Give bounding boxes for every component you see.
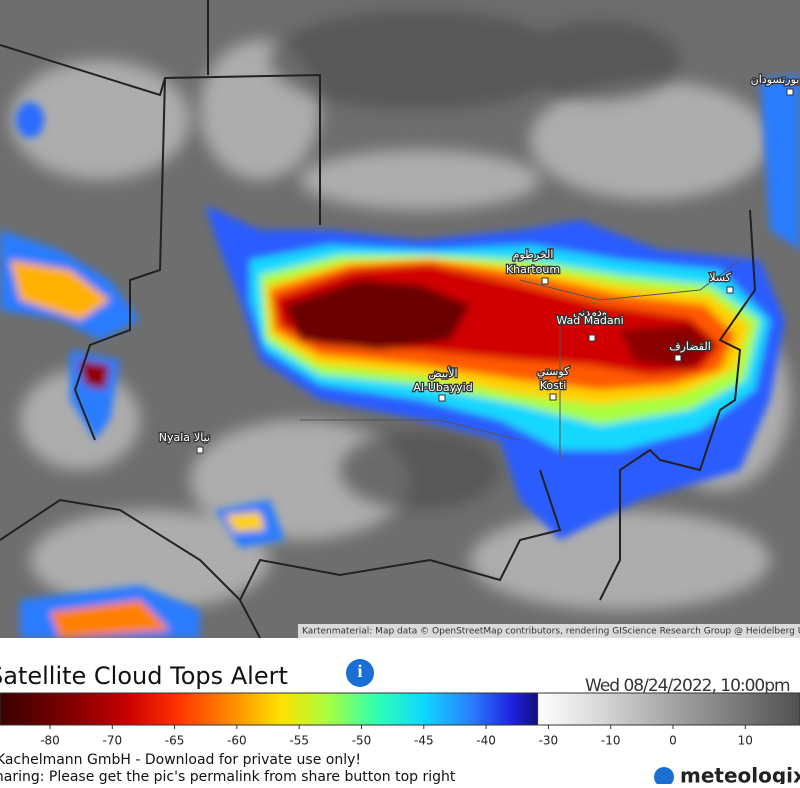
city-label-local: الخرطوم <box>513 248 554 261</box>
city-label-local: كسلا <box>709 271 731 284</box>
footer-sharing: Sharing: Please get the pic's permalink … <box>0 769 456 784</box>
city-label: Kosti <box>540 379 567 392</box>
borders <box>0 0 757 639</box>
tick-label: 10 <box>738 734 753 748</box>
tick-label: -60 <box>227 734 247 748</box>
city-label-local: نيالا <box>194 431 210 444</box>
tick-label: -55 <box>289 734 309 748</box>
city-marker <box>786 88 794 96</box>
info-button[interactable] <box>346 659 374 687</box>
timestamp: Wed 08/24/2022, 10:00pm <box>585 676 790 696</box>
city-marker <box>196 446 204 454</box>
tick-label: -70 <box>102 734 122 748</box>
city-label-local: الأبيض <box>428 366 457 380</box>
city-label-local: ودمدني <box>573 306 607 319</box>
city-label-local: القضارف <box>669 340 711 353</box>
tick-label: -65 <box>165 734 185 748</box>
tick-label: -40 <box>476 734 496 748</box>
city-marker <box>438 394 446 402</box>
satellite-map: Kartenmaterial: Map data © OpenStreetMap… <box>0 0 800 639</box>
tick-label: -80 <box>40 734 60 748</box>
color-bar <box>0 692 800 726</box>
tick-label: -45 <box>414 734 434 748</box>
city-label: Nyala <box>159 431 190 444</box>
tick-label: 0 <box>669 734 677 748</box>
footer-notice: Kachelmann GmbH - Download for private u… <box>0 752 361 768</box>
city-marker <box>549 393 557 401</box>
city-marker <box>588 334 596 342</box>
tick-label: -50 <box>352 734 372 748</box>
city-label-local: كوستي <box>537 365 570 378</box>
tick-label: -30 <box>539 734 559 748</box>
logo: meteologix <box>680 764 800 785</box>
city-marker <box>726 286 734 294</box>
city-label: Al-Ubayyid <box>413 381 472 394</box>
city-label: Khartoum <box>506 263 560 276</box>
city-marker <box>674 354 682 362</box>
info-icon: i <box>357 661 362 681</box>
legend-title: Satellite Cloud Tops Alert <box>0 662 288 690</box>
map-attribution: Kartenmaterial: Map data © OpenStreetMap… <box>302 627 800 637</box>
legend: Satellite Cloud Tops Alert i Wed 08/24/2… <box>0 638 800 788</box>
city-label-local: بورتسودان <box>751 73 800 86</box>
city-label: Wad Madani <box>556 314 623 327</box>
city-marker <box>541 277 549 285</box>
tick-label: -10 <box>601 734 621 748</box>
logo-icon <box>654 767 674 787</box>
